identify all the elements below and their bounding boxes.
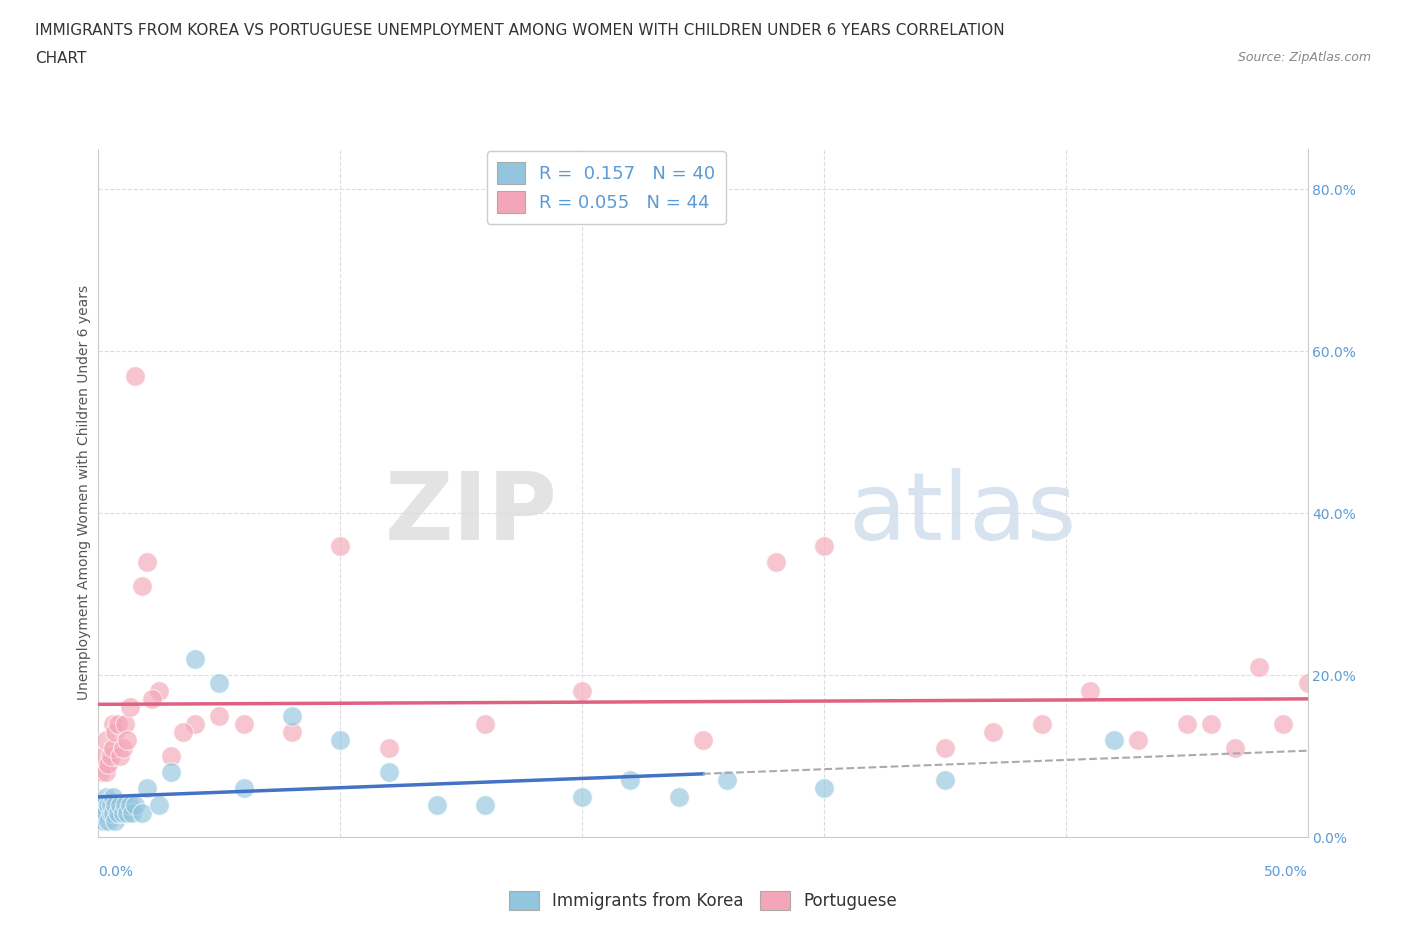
Legend: R =  0.157   N = 40, R = 0.055   N = 44: R = 0.157 N = 40, R = 0.055 N = 44: [486, 151, 725, 224]
Point: [100, 749, 122, 764]
Point: [97, 814, 120, 829]
Point: [114, 716, 136, 731]
Point: [114, 797, 136, 812]
Point: [1078, 684, 1101, 698]
Point: [100, 805, 122, 820]
Point: [104, 797, 127, 812]
Point: [765, 554, 787, 569]
Text: 0.0%: 0.0%: [98, 865, 134, 879]
Point: [1223, 740, 1246, 755]
Point: [160, 764, 183, 779]
Point: [94, 764, 117, 779]
Point: [619, 773, 641, 788]
Point: [101, 805, 124, 820]
Point: [813, 781, 835, 796]
Point: [1296, 676, 1319, 691]
Point: [377, 740, 399, 755]
Point: [1272, 716, 1295, 731]
Text: CHART: CHART: [35, 51, 87, 66]
Point: [232, 716, 254, 731]
Text: ZIP: ZIP: [385, 468, 558, 560]
Point: [108, 797, 131, 812]
Point: [571, 684, 593, 698]
Point: [281, 724, 304, 739]
Point: [716, 773, 738, 788]
Point: [104, 814, 127, 829]
Point: [668, 789, 690, 804]
Point: [184, 651, 207, 666]
Point: [101, 716, 124, 731]
Point: [208, 708, 231, 723]
Point: [91, 797, 114, 812]
Point: [104, 724, 127, 739]
Point: [232, 781, 254, 796]
Point: [90, 805, 112, 820]
Point: [121, 805, 143, 820]
Point: [1199, 716, 1222, 731]
Point: [329, 733, 352, 748]
Point: [91, 749, 114, 764]
Text: IMMIGRANTS FROM KOREA VS PORTUGUESE UNEMPLOYMENT AMONG WOMEN WITH CHILDREN UNDER: IMMIGRANTS FROM KOREA VS PORTUGUESE UNEM…: [35, 23, 1005, 38]
Y-axis label: Unemployment Among Women with Children Under 6 years: Unemployment Among Women with Children U…: [77, 286, 91, 700]
Point: [813, 538, 835, 553]
Point: [1249, 659, 1271, 674]
Point: [148, 797, 170, 812]
Point: [107, 805, 129, 820]
Point: [101, 740, 124, 755]
Point: [160, 749, 183, 764]
Point: [934, 740, 956, 755]
Text: atlas: atlas: [848, 468, 1077, 560]
Point: [124, 797, 146, 812]
Point: [1175, 716, 1198, 731]
Point: [934, 773, 956, 788]
Point: [118, 700, 141, 715]
Point: [117, 733, 139, 748]
Point: [172, 724, 194, 739]
Point: [474, 797, 496, 812]
Point: [94, 789, 117, 804]
Point: [474, 716, 496, 731]
Point: [692, 733, 714, 748]
Text: 50.0%: 50.0%: [1264, 865, 1308, 879]
Point: [1128, 733, 1150, 748]
Point: [1102, 733, 1125, 748]
Point: [97, 757, 120, 772]
Point: [571, 789, 593, 804]
Point: [118, 797, 141, 812]
Point: [131, 805, 153, 820]
Point: [426, 797, 449, 812]
Point: [101, 789, 124, 804]
Point: [94, 733, 117, 748]
Point: [184, 716, 207, 731]
Point: [107, 716, 129, 731]
Point: [97, 797, 120, 812]
Point: [148, 684, 170, 698]
Point: [111, 805, 134, 820]
Point: [135, 554, 157, 569]
Point: [141, 692, 163, 707]
Point: [124, 368, 146, 383]
Point: [981, 724, 1004, 739]
Point: [1031, 716, 1053, 731]
Point: [281, 708, 304, 723]
Point: [131, 578, 153, 593]
Point: [135, 781, 157, 796]
Text: Source: ZipAtlas.com: Source: ZipAtlas.com: [1237, 51, 1371, 64]
Point: [108, 749, 131, 764]
Point: [94, 805, 117, 820]
Point: [100, 797, 122, 812]
Point: [329, 538, 352, 553]
Point: [111, 740, 134, 755]
Point: [117, 805, 139, 820]
Point: [377, 764, 399, 779]
Legend: Immigrants from Korea, Portuguese: Immigrants from Korea, Portuguese: [502, 884, 904, 917]
Point: [208, 676, 231, 691]
Point: [90, 764, 112, 779]
Point: [91, 814, 114, 829]
